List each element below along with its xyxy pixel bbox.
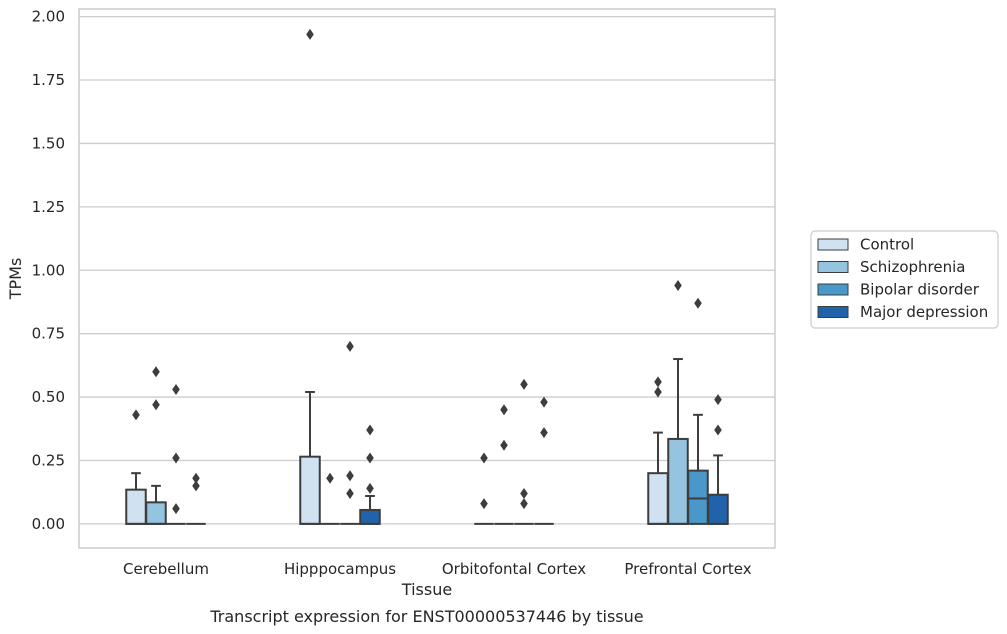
y-tick-label: 0.00: [32, 515, 65, 533]
outlier-point: [714, 394, 722, 406]
y-tick-label: 1.50: [32, 134, 65, 152]
legend: Control Schizophrenia Bipolar disorder Majo…: [810, 230, 999, 329]
outlier-point: [714, 424, 722, 436]
outlier-point: [152, 399, 160, 411]
box-major-depression: [534, 396, 554, 525]
legend-label: Major depression: [860, 303, 988, 321]
chart-caption: Transcript expression for ENST0000053744…: [209, 607, 643, 626]
outlier-point: [346, 487, 354, 499]
x-tick-label: Hipppocampus: [284, 560, 396, 578]
y-axis-title: TPMs: [6, 258, 25, 301]
box-major-depression: [707, 394, 729, 525]
y-tick-label: 0.50: [32, 388, 65, 406]
outlier-point: [172, 452, 180, 464]
x-tick-label: Prefrontal Cortex: [624, 560, 751, 578]
outlier-point: [152, 366, 160, 378]
outlier-point: [654, 376, 662, 388]
outlier-point: [192, 472, 200, 484]
y-tick-label: 1.25: [32, 198, 65, 216]
box-major-depression: [186, 472, 206, 525]
y-tick-label: 0.25: [32, 451, 65, 469]
outlier-point: [326, 472, 334, 484]
box-bipolar-disorder: [340, 340, 360, 525]
gridlines: [79, 15, 775, 525]
box-major-depression: [359, 424, 381, 525]
box-body: [359, 508, 381, 525]
box-bipolar-disorder: [166, 383, 186, 525]
outlier-point: [540, 396, 548, 408]
box-control: [474, 452, 494, 525]
box-bipolar-disorder: [514, 378, 534, 525]
legend-swatch: [817, 283, 849, 296]
x-tick-label: Cerebellum: [123, 560, 209, 578]
outlier-point: [654, 386, 662, 398]
box-body: [145, 501, 167, 525]
legend-label: Schizophrenia: [860, 258, 965, 276]
outlier-point: [674, 279, 682, 291]
box-schizophrenia: [320, 472, 340, 525]
legend-swatch: [817, 261, 849, 273]
legend-label: Bipolar disorder: [860, 281, 980, 299]
legend-swatch: [817, 306, 849, 318]
box-control: [647, 376, 669, 525]
outlier-point: [480, 452, 488, 464]
outlier-point: [480, 498, 488, 510]
box-schizophrenia: [667, 279, 689, 525]
outlier-point: [500, 404, 508, 416]
box-body: [667, 437, 689, 525]
plot-frame: [78, 8, 776, 549]
box-control: [125, 409, 147, 525]
box-body: [299, 455, 321, 525]
x-tick-label: Orbitofontal Cortex: [442, 560, 586, 578]
outlier-point: [132, 409, 140, 421]
box-schizophrenia: [145, 366, 167, 525]
outlier-point: [346, 340, 354, 352]
y-tick-label: 1.75: [32, 71, 65, 89]
outlier-point: [540, 427, 548, 439]
box-schizophrenia: [494, 404, 514, 525]
outlier-point: [694, 297, 702, 309]
outlier-point: [520, 498, 528, 510]
outlier-point: [366, 482, 374, 494]
legend-swatch: [817, 238, 849, 251]
box-groups: [125, 28, 729, 525]
y-tick-label: 1.00: [32, 261, 65, 279]
outlier-point: [172, 383, 180, 395]
box-body: [707, 493, 729, 525]
x-axis-title: Tissue: [401, 580, 452, 599]
legend-box: [810, 230, 999, 329]
box-body: [687, 469, 709, 525]
legend-label: Control: [860, 236, 914, 254]
outlier-point: [520, 487, 528, 499]
y-tick-label: 2.00: [32, 8, 65, 26]
box-control: [299, 28, 321, 525]
box-body: [647, 472, 669, 525]
box-body: [125, 488, 147, 525]
outlier-point: [172, 503, 180, 515]
y-tick-label: 0.75: [32, 325, 65, 343]
box-bipolar-disorder: [687, 297, 709, 525]
outlier-point: [366, 424, 374, 436]
outlier-point: [346, 470, 354, 482]
y-tick-labels: 0.00 0.25 0.50 0.75 1.00 1.25 1.50 1.75 2.00: [32, 8, 65, 533]
outlier-point: [306, 28, 314, 40]
outlier-point: [192, 480, 200, 492]
outlier-point: [366, 452, 374, 464]
outlier-point: [520, 378, 528, 390]
x-tick-labels: Cerebellum Hipppocampus Orbitofontal Corte…: [123, 560, 752, 578]
outlier-point: [500, 439, 508, 451]
